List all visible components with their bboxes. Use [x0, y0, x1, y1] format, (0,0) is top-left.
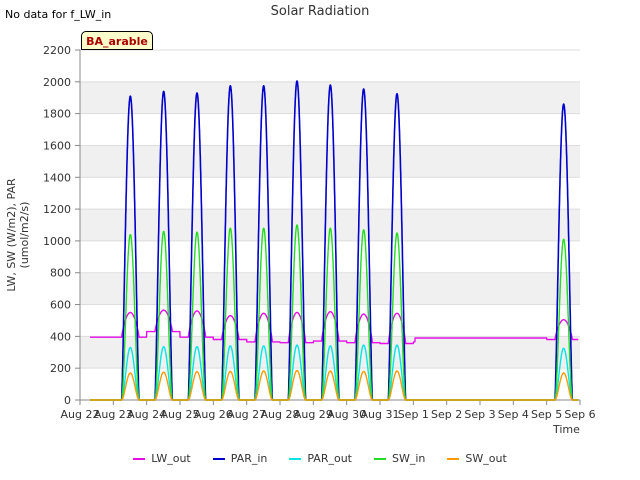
- y-tick-label: 1600: [43, 139, 71, 152]
- x-tick-label: Aug 27: [227, 408, 266, 421]
- x-tick-label: Aug 25: [161, 408, 200, 421]
- y-axis-label: LW, SW (W/m2), PAR (umol/m2/s): [5, 178, 31, 292]
- series-line-sw-out: [89, 369, 579, 401]
- y-tick-label: 1800: [43, 108, 71, 121]
- legend-swatch-sw-out: [447, 457, 460, 460]
- x-tick-label: Aug 29: [294, 408, 333, 421]
- site-badge: BA_arable: [81, 31, 153, 50]
- x-tick-label: Sep 5: [531, 408, 562, 421]
- legend-item-lw-out: LW_out: [133, 452, 191, 465]
- x-tick-label: Aug 31: [361, 408, 400, 421]
- legend-swatch-par-in: [212, 457, 225, 460]
- legend-label-par-in: PAR_in: [230, 452, 268, 465]
- x-tick-label: Sep 6: [564, 408, 595, 421]
- y-tick-label: 600: [50, 299, 71, 312]
- legend-swatch-par-out: [289, 457, 302, 460]
- grid-band: [80, 272, 580, 305]
- grid-band: [80, 336, 580, 369]
- y-tick-label: 2200: [43, 44, 71, 57]
- y-tick-label: 0: [64, 394, 71, 407]
- legend-item-sw-out: SW_out: [447, 452, 507, 465]
- legend-item-par-out: PAR_out: [289, 452, 352, 465]
- legend-label-sw-out: SW_out: [465, 452, 507, 465]
- x-tick-label: Aug 22: [61, 408, 100, 421]
- y-tick-label: 2000: [43, 76, 71, 89]
- chart-title: Solar Radiation: [270, 4, 370, 19]
- y-tick-label: 1400: [43, 171, 71, 184]
- x-tick-label: Aug 23: [94, 408, 133, 421]
- x-tick-label: Aug 30: [327, 408, 366, 421]
- legend: LW_out PAR_in PAR_out SW_in SW_out: [0, 452, 640, 465]
- legend-label-sw-in: SW_in: [392, 452, 426, 465]
- x-tick-label: Sep 1: [398, 408, 429, 421]
- y-tick-label: 1200: [43, 203, 71, 216]
- legend-swatch-lw-out: [133, 457, 146, 460]
- x-tick-label: Aug 26: [194, 408, 233, 421]
- y-tick-label: 1000: [43, 235, 71, 248]
- legend-item-sw-in: SW_in: [374, 452, 425, 465]
- grid-band: [80, 209, 580, 241]
- x-tick-label: Sep 4: [498, 408, 529, 421]
- y-tick-label: 400: [50, 330, 71, 343]
- legend-label-par-out: PAR_out: [307, 452, 352, 465]
- x-tick-label: Sep 3: [464, 408, 495, 421]
- x-axis-label: Time: [553, 423, 580, 436]
- y-tick-label: 200: [50, 362, 71, 375]
- no-data-note: No data for f_LW_in: [5, 8, 112, 21]
- y-tick-label: 800: [50, 267, 71, 280]
- legend-swatch-sw-in: [374, 457, 386, 460]
- series-line-lw-out: [89, 309, 579, 345]
- x-tick-label: Sep 2: [431, 408, 462, 421]
- grid-band: [80, 145, 580, 178]
- legend-label-lw-out: LW_out: [151, 452, 191, 465]
- x-tick-label: Aug 24: [127, 408, 166, 421]
- x-tick-label: Aug 28: [261, 408, 300, 421]
- legend-item-par-in: PAR_in: [212, 452, 268, 465]
